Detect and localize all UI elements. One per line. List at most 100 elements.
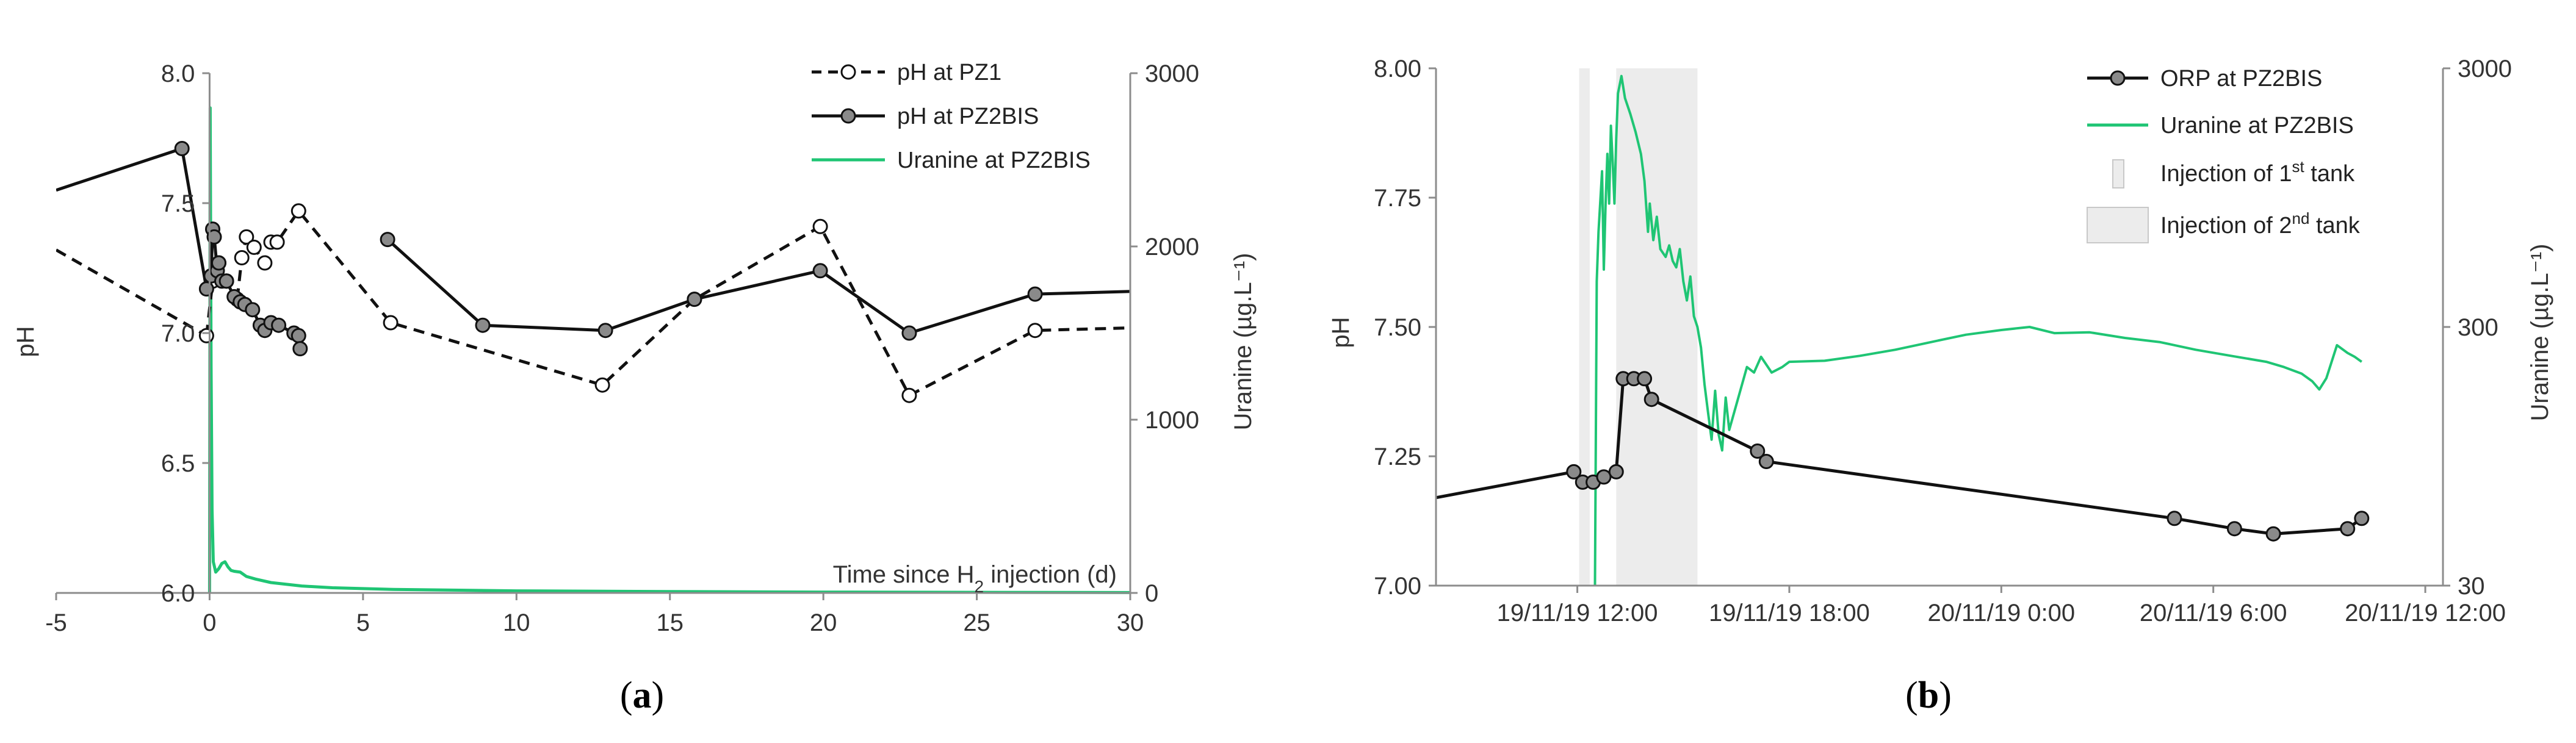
- chart-a-point-pz2bis: [901, 325, 917, 341]
- chart-a-xlabel-sub: 2: [975, 577, 984, 596]
- legend-b-entry-tank2: Injection of 2nd tank: [2087, 207, 2361, 243]
- chart-a-point-pz2bis: [475, 317, 491, 333]
- chart-b-xtick-label: 20/11/19 0:00: [1927, 600, 2075, 626]
- chart-a-plot-area: [56, 106, 1130, 594]
- chart-a-point-pz2bis: [292, 341, 308, 357]
- chart-b: 19/11/19 12:00 19/11/19 18:00 20/11/19 0:0…: [1327, 56, 2553, 716]
- chart-b-ytick-label: 7.75: [1374, 185, 1421, 212]
- chart-a-ytick-label: 7.5: [161, 190, 195, 217]
- legend-b-tank2-text: Injection of 2: [2160, 213, 2292, 239]
- legend-b-uranine-text: Uranine at PZ2BIS: [2160, 113, 2354, 138]
- legend-b-tank1-label: Injection of 1st tank: [2160, 157, 2355, 187]
- chart-b-xtick-label: 19/11/19 12:00: [1497, 600, 1658, 626]
- chart-b-plot-area: [1436, 68, 2370, 586]
- chart-b-y2label: Uranine (µg.L⁻¹): [2527, 244, 2553, 422]
- chart-b-y2tick-label: 30: [2458, 573, 2485, 600]
- chart-a-y2tick-label: 1000: [1145, 407, 1199, 434]
- panel-label-a: (a): [620, 675, 664, 716]
- chart-a-y2tick-label: 0: [1145, 580, 1158, 607]
- chart-b-point-orp: [1643, 392, 1659, 407]
- chart-b-point-orp: [2167, 511, 2182, 526]
- chart-a-xtick-label: 15: [656, 609, 684, 636]
- legend-a-pz1-label: pH at PZ1: [897, 60, 1001, 85]
- legend-b-entry-orp: ORP at PZ2BIS: [2087, 66, 2322, 92]
- legend-b-tank1-sup: st: [2292, 157, 2304, 176]
- chart-b-point-orp: [1608, 464, 1624, 479]
- legend-b-tank1-suffix: tank: [2304, 161, 2355, 187]
- chart-b-ytick-label: 7.25: [1374, 443, 1421, 470]
- chart-a-series-pz1-line: [236, 209, 1130, 397]
- chart-b-point-orp: [1750, 443, 1766, 459]
- chart-b-y2tick-label: 3000: [2458, 56, 2512, 82]
- chart-a-point-pz2bis: [687, 292, 702, 307]
- legend-b-orp-label: ORP at PZ2BIS: [2160, 66, 2322, 92]
- legend-b-entry-tank1: Injection of 1st tank: [2112, 157, 2355, 188]
- panel-label-b: (b): [1905, 675, 1952, 716]
- chart-a-point-pz2bis: [206, 229, 222, 245]
- legend-a-uranine-label: Uranine at PZ2BIS: [897, 148, 1091, 173]
- chart-a-xtick-label: 25: [963, 609, 990, 636]
- chart-a-point-pz1: [812, 218, 828, 234]
- chart-a-xtick-label: 20: [810, 609, 837, 636]
- chart-b-point-orp: [1566, 464, 1582, 479]
- legend-b-tank1-swatch: [2112, 159, 2124, 188]
- legend-a-pz2bis-marker: [840, 108, 856, 124]
- chart-a-point-pz1: [257, 255, 273, 271]
- chart-a-xlabel-rest: injection (d): [984, 561, 1117, 588]
- chart-a-xlabel-main: Time since H: [833, 561, 975, 588]
- chart-b-ytick-label: 7.00: [1374, 573, 1421, 600]
- chart-a-y2tick-label: 2000: [1145, 234, 1199, 260]
- legend-b-tank2-sup: nd: [2292, 209, 2309, 228]
- chart-a-point-pz2bis: [290, 328, 306, 343]
- chart-a-ytick-label: 6.5: [161, 450, 195, 477]
- chart-a-xtick-label: 10: [503, 609, 530, 636]
- chart-a-point-pz1: [1027, 323, 1043, 339]
- chart-b-point-orp: [2226, 521, 2242, 537]
- legend-b-entry-uranine: Uranine at PZ2BIS: [2087, 113, 2354, 138]
- chart-a-point-pz2bis: [211, 255, 226, 271]
- chart-b-point-orp: [2354, 511, 2370, 526]
- chart-a-point-pz2bis: [198, 281, 214, 297]
- legend-b-tank2-suffix: tank: [2309, 213, 2360, 239]
- chart-a-xlabel: Time since H2 injection (d): [833, 561, 1117, 596]
- panel-b-letter: b: [1918, 675, 1939, 716]
- chart-a-point-pz1: [901, 387, 917, 403]
- legend-a-entry-pz2bis: pH at PZ2BIS: [812, 104, 1039, 129]
- chart-a-point-pz2bis: [812, 263, 828, 279]
- chart-a-series-pz2bis-line: [386, 238, 1130, 335]
- chart-a-xtick-label: 5: [356, 609, 370, 636]
- chart-a-ylabel: pH: [12, 326, 39, 357]
- chart-a-point-pz2bis: [597, 323, 613, 339]
- chart-a-point-pz1: [290, 203, 306, 219]
- legend-b-tank2-label: Injection of 2nd tank: [2160, 209, 2361, 239]
- chart-a-xtick-label: -5: [45, 609, 67, 636]
- chart-b-xtick-label: 20/11/19 12:00: [2345, 600, 2506, 626]
- legend-b-tank2-swatch: [2087, 207, 2149, 243]
- chart-a-point-pz2bis: [245, 302, 261, 318]
- chart-a: -5 0 5 10 15 20 25 30 6.0 6.5 7.0 7.5 8.0 0 1000 2000 30…: [12, 60, 1257, 716]
- chart-b-point-orp: [1637, 371, 1653, 387]
- chart-a-point-pz1: [269, 234, 285, 250]
- chart-b-ylabel: pH: [1327, 317, 1354, 348]
- chart-a-legend: pH at PZ1 pH at PZ2BIS Uranine at PZ2BIS: [812, 60, 1091, 173]
- chart-b-xtick-label: 20/11/19 6:00: [2140, 600, 2287, 626]
- chart-a-point-pz1: [594, 377, 610, 393]
- chart-a-series-pz2bis-lead: [56, 147, 182, 192]
- chart-b-ytick-label: 8.00: [1374, 56, 1421, 82]
- chart-b-ytick-label: 7.50: [1374, 314, 1421, 341]
- chart-a-point-pz1: [239, 229, 254, 245]
- chart-a-axes: -5 0 5 10 15 20 25 30 6.0 6.5 7.0 7.5 8.0 0 1000 2000 30…: [45, 60, 1199, 636]
- chart-b-shade-tank2: [1616, 68, 1698, 586]
- chart-a-ytick-label: 8.0: [161, 60, 195, 87]
- chart-a-point-pz1: [383, 315, 399, 331]
- chart-a-point-pz1: [198, 328, 214, 343]
- chart-a-point-pz2bis: [218, 273, 234, 289]
- chart-a-point-pz2bis: [174, 141, 190, 156]
- chart-a-series-uranine-line: [207, 106, 1130, 594]
- legend-a-entry-uranine: Uranine at PZ2BIS: [812, 148, 1091, 173]
- chart-a-point-pz2bis: [1027, 286, 1043, 302]
- chart-a-xtick-label: 30: [1117, 609, 1144, 636]
- chart-a-ytick-label: 7.0: [161, 320, 195, 347]
- chart-a-y2tick-label: 3000: [1145, 60, 1199, 87]
